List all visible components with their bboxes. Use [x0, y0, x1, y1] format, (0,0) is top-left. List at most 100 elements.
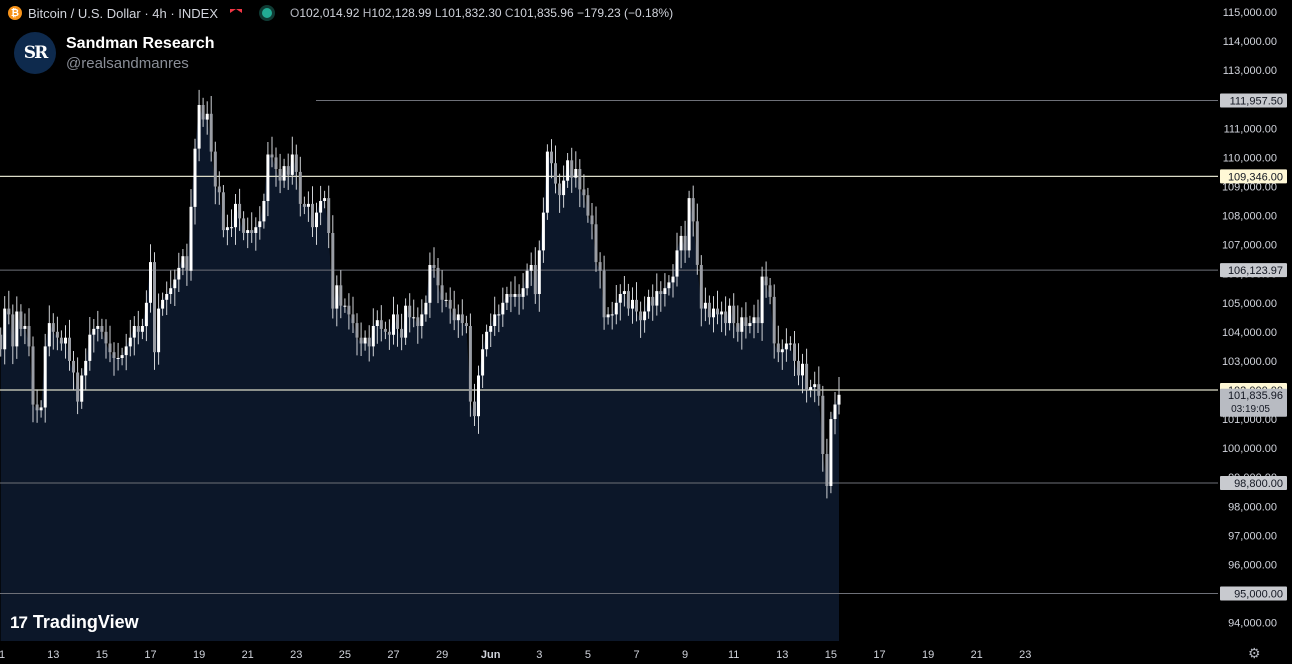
candle: [217, 171, 221, 205]
candle-body: [234, 203, 237, 228]
candle: [525, 263, 529, 296]
candle: [570, 147, 574, 193]
candle: [128, 319, 132, 357]
candle-body: [11, 314, 15, 347]
market-status-icon[interactable]: [262, 8, 272, 18]
candle: [246, 217, 250, 249]
candle: [578, 159, 582, 208]
candle-body: [270, 154, 274, 158]
candle: [205, 101, 209, 135]
candle-body: [408, 305, 412, 318]
candle-body: [286, 166, 290, 175]
candle-body: [691, 198, 695, 222]
candle: [606, 307, 610, 325]
candle: [805, 348, 809, 403]
candle: [315, 202, 318, 245]
candle: [43, 333, 47, 423]
candle: [311, 186, 314, 237]
candle: [181, 249, 185, 276]
candle-body: [55, 331, 59, 338]
candle-body: [764, 276, 768, 286]
time-tick-label: 1: [0, 649, 5, 661]
candle: [274, 147, 278, 187]
time-tick-label: 15: [96, 649, 108, 661]
candle: [88, 317, 92, 371]
candle: [675, 232, 679, 287]
candle-body: [363, 337, 367, 344]
candle-body: [464, 323, 468, 326]
candle-body: [712, 308, 715, 318]
time-axis[interactable]: 1 13 15 17 19 21 23 25 27 29 Jun 3 5 7 9 11 13 15 17 19 21 23: [0, 649, 1031, 661]
candle-body: [550, 151, 553, 164]
candle: [626, 283, 630, 316]
candle-body: [59, 337, 63, 344]
candle-body: [671, 276, 675, 283]
candle-body: [359, 337, 363, 344]
candle: [517, 284, 521, 315]
candle: [809, 379, 813, 398]
candle: [481, 334, 485, 388]
candle-body: [302, 203, 306, 207]
candle: [529, 252, 533, 286]
candle-body: [602, 270, 606, 318]
candle-body: [456, 314, 460, 321]
candle-body: [533, 265, 537, 295]
candle-body: [84, 360, 88, 376]
symbol-title[interactable]: Bitcoin / U.S. Dollar · 4h · INDEX: [28, 5, 218, 21]
candle-body: [667, 282, 671, 289]
candle: [639, 301, 643, 338]
candle: [225, 214, 229, 246]
candle: [716, 290, 719, 325]
candle-body: [594, 224, 598, 263]
candle: [302, 196, 306, 215]
time-tick-label: 25: [339, 649, 351, 661]
candle-body: [205, 113, 209, 120]
candle: [379, 305, 383, 342]
candle: [290, 136, 294, 185]
flag-icon[interactable]: [230, 9, 242, 13]
candle: [468, 313, 472, 417]
candle: [169, 270, 173, 304]
tradingview-watermark[interactable]: 17 TradingView: [10, 612, 139, 633]
price-axis[interactable]: 94,000.0095,000.0096,000.0097,000.0098,0…: [1222, 7, 1277, 630]
candle: [699, 255, 703, 327]
gear-icon[interactable]: ⚙: [1248, 645, 1261, 661]
candle-body: [217, 186, 221, 193]
price-tick-label: 101,000.00: [1222, 414, 1277, 426]
candle-body: [169, 288, 173, 294]
candle: [201, 97, 205, 127]
price-tick-label: 104,000.00: [1222, 327, 1277, 339]
candle: [412, 299, 416, 328]
candle: [359, 322, 363, 356]
candle: [444, 292, 448, 308]
candle-body: [558, 183, 562, 196]
candle-body: [574, 169, 578, 178]
candle: [817, 366, 821, 406]
symbol-header[interactable]: ₿ Bitcoin / U.S. Dollar · 4h · INDEX O10…: [8, 4, 673, 22]
candle: [282, 158, 286, 188]
candle: [671, 264, 675, 298]
candle: [165, 281, 169, 315]
candle-body: [400, 328, 404, 338]
candle-body: [246, 230, 250, 233]
candle: [298, 156, 302, 217]
candle: [64, 325, 67, 359]
candle: [387, 319, 391, 350]
candle-body: [51, 323, 55, 332]
candle-body: [784, 343, 788, 350]
candle-body: [732, 305, 736, 324]
candle-body: [136, 326, 140, 332]
level-tag-label: 98,800.00: [1234, 478, 1283, 490]
candle-body: [185, 256, 189, 271]
candle: [643, 296, 647, 333]
candle-body: [153, 262, 156, 353]
candle: [618, 284, 622, 321]
candle-body: [805, 363, 809, 390]
candle: [489, 313, 493, 347]
candle: [545, 144, 549, 220]
candle-body: [776, 343, 780, 353]
price-tick-label: 98,000.00: [1228, 501, 1277, 513]
candle-body: [319, 201, 323, 213]
candle: [780, 339, 784, 370]
